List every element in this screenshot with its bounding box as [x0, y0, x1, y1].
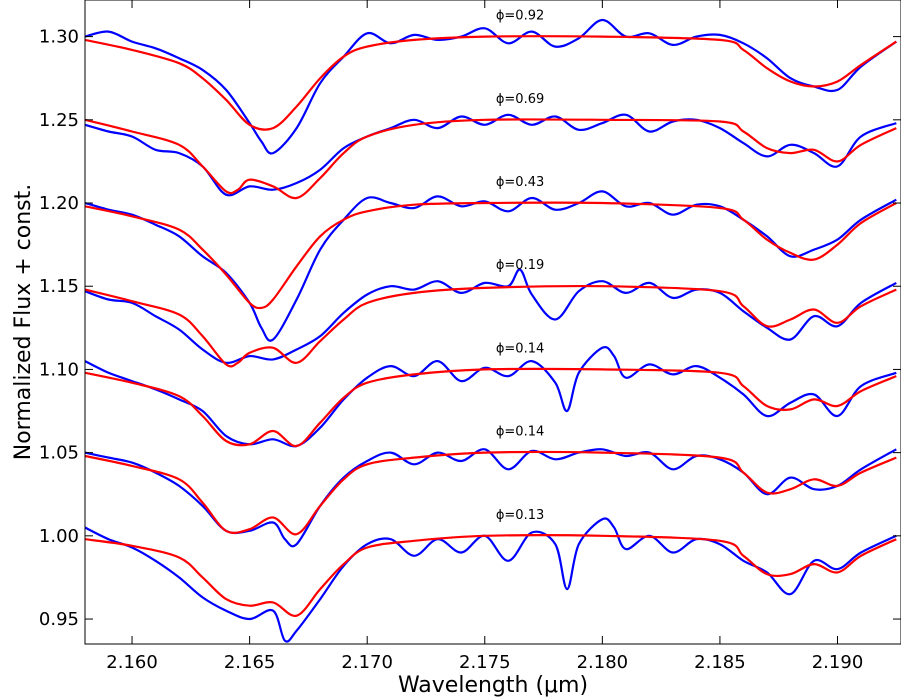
- observed-spectrum-4: [85, 346, 897, 448]
- model-spectrum-0: [85, 35, 897, 131]
- y-tick-label-5: 1.20: [39, 193, 79, 214]
- y-tick-label-6: 1.25: [39, 110, 79, 131]
- phase-label-0: ϕ=0.92: [496, 9, 544, 24]
- phase-label-1: ϕ=0.69: [496, 92, 544, 107]
- x-tick-label-4: 2.180: [577, 652, 629, 673]
- observed-spectrum-5: [85, 448, 897, 548]
- plot-frame: [84, 0, 901, 645]
- x-tick-label-3: 2.175: [459, 652, 511, 673]
- y-axis: 0.95 1.00 1.05 1.10 1.15 1.20 1.25 1.30: [39, 27, 901, 630]
- observed-spectrum-6: [85, 517, 897, 643]
- x-tick-label-1: 2.165: [224, 652, 276, 673]
- y-tick-label-2: 1.05: [39, 443, 79, 464]
- y-tick-label-4: 1.15: [39, 276, 79, 297]
- phase-label-4: ϕ=0.14: [496, 341, 544, 356]
- phase-label-5: ϕ=0.14: [496, 425, 544, 440]
- model-spectrum-4: [85, 367, 897, 448]
- model-spectrum-5: [85, 450, 897, 536]
- phase-label-3: ϕ=0.19: [496, 258, 544, 273]
- y-tick-label-0: 0.95: [39, 609, 79, 630]
- phase-labels: ϕ=0.92 ϕ=0.69 ϕ=0.43 ϕ=0.19 ϕ=0.14 ϕ=0.14 ϕ=0.…: [496, 9, 544, 523]
- phase-label-2: ϕ=0.43: [496, 175, 544, 190]
- model-spectrum-6: [85, 534, 897, 617]
- observed-spectrum-2: [85, 190, 897, 342]
- observed-spectrum-0: [85, 18, 897, 155]
- model-spectrum-3: [85, 284, 897, 368]
- y-axis-label: Normalized Flux + const.: [11, 184, 36, 460]
- x-axis: 2.160 2.165 2.170 2.175 2.180 2.185 2.190: [106, 0, 863, 673]
- y-tick-label-1: 1.00: [39, 526, 79, 547]
- model-spectrum-1: [85, 118, 897, 200]
- plot-area: [85, 18, 897, 643]
- x-tick-label-5: 2.185: [694, 652, 746, 673]
- y-tick-label-7: 1.30: [39, 27, 79, 48]
- model-spectrum-2: [85, 201, 897, 310]
- y-tick-label-3: 1.10: [39, 359, 79, 380]
- observed-spectrum-1: [85, 113, 897, 197]
- x-tick-label-6: 2.190: [812, 652, 864, 673]
- x-tick-label-2: 2.170: [341, 652, 393, 673]
- observed-spectrum-3: [85, 268, 897, 364]
- x-tick-label-0: 2.160: [106, 652, 158, 673]
- x-axis-label: Wavelength (μm): [398, 673, 588, 698]
- phase-label-6: ϕ=0.13: [496, 508, 544, 523]
